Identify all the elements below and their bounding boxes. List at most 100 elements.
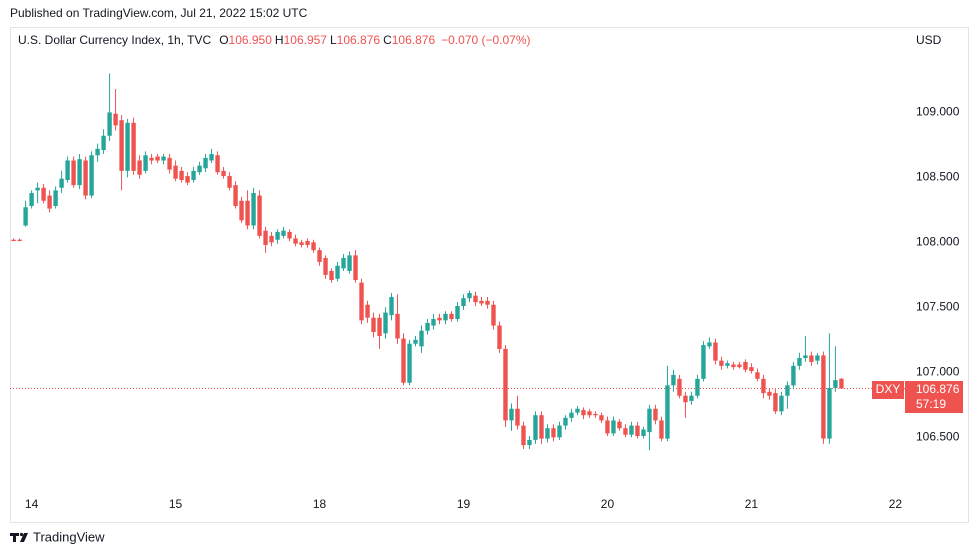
candle-body [791,365,796,386]
candle-body [821,355,826,439]
candle-body [11,239,16,242]
x-tick-label: 22 [889,497,903,511]
candle-body [797,358,802,366]
candle-body [377,317,382,336]
candle-body [383,312,388,334]
candle-body [689,395,694,401]
candle-body [311,242,316,251]
brand: TradingView [33,529,105,544]
candle-body [461,298,466,307]
candle-body [251,192,256,226]
candle-body [389,296,394,316]
candle-body [647,408,652,433]
candle-body [839,378,844,389]
candle-body [497,325,502,349]
candle-body [185,176,190,183]
candle-body [425,322,430,331]
candle-body [371,317,376,333]
candle-body [41,187,46,201]
candle-body [491,304,496,326]
candle-body [785,385,790,396]
candle-body [281,230,286,236]
candle-body [203,157,208,169]
candle-body [593,413,598,416]
y-tick-label: 109.000 [916,105,960,119]
candle-body [635,425,640,437]
candle-body [233,185,238,206]
candle-body [803,355,808,359]
candle-body [209,153,214,161]
candle-body [65,160,70,180]
candle-body [149,157,154,161]
high-value: 106.957 [284,33,328,47]
candle-body [101,135,106,151]
candle-body [479,300,484,304]
candle-body [767,391,772,396]
candle-body [167,157,172,170]
x-tick-label: 18 [313,497,327,511]
candle-body [419,330,424,347]
legend: U.S. Dollar Currency Index, 1h, TVC O 106.… [18,33,531,47]
candle-body [287,231,292,239]
candle-body [17,239,22,242]
candle-body [671,374,676,386]
open-label: O [219,33,228,47]
y-tick-label: 106.500 [916,429,960,443]
high-label: H [275,33,284,47]
candle-body [221,170,226,177]
candle-body [599,415,604,421]
candle-body [449,313,454,320]
candle-body [815,355,820,361]
candle-body [653,408,658,421]
candle-body [605,420,610,434]
candle-body [563,417,568,426]
low-label: L [330,33,337,47]
candle-body [323,257,328,275]
candle-body [443,313,448,321]
candle-body [113,113,118,126]
candle-body [581,410,586,416]
candle-body [401,338,406,383]
candle-body [29,192,34,206]
x-tick-label: 19 [457,497,471,511]
candle-body [527,439,532,446]
candle-body [503,348,508,421]
candle-body [23,207,28,226]
chart-frame [10,27,969,523]
candle-body [317,250,322,262]
candle-body [545,428,550,439]
candle-body [623,428,628,435]
candle-body [83,160,88,196]
logo [10,532,28,542]
candle-body [683,395,688,403]
candle-body [305,241,310,245]
candle-body [731,364,736,368]
candle-body [299,242,304,245]
candle-body [179,170,184,180]
candle-body [755,372,760,379]
candle-body [827,387,832,439]
currency: USD [916,33,942,47]
published-note: Published on TradingView.com, Jul 21, 20… [10,6,308,20]
y-tick-label: 107.500 [916,300,960,314]
candle-body [335,265,340,279]
candle-body [833,380,838,388]
candle-body [329,270,334,281]
candle-body [587,411,592,416]
candle-body [59,178,64,188]
symbol: U.S. Dollar Currency Index, 1h, TVC [18,33,212,47]
candle-body [293,238,298,244]
candle-body [269,235,274,243]
candle-body [257,195,262,236]
candle-body [35,187,40,191]
candle-body [695,378,700,396]
candle-body [743,361,748,370]
candle-body [431,319,436,326]
countdown: 57:19 [916,397,946,411]
candle-body [467,293,472,299]
candle-body [341,257,346,269]
candle-body [173,165,178,179]
candle-body [539,415,544,439]
candle-body [641,429,646,437]
